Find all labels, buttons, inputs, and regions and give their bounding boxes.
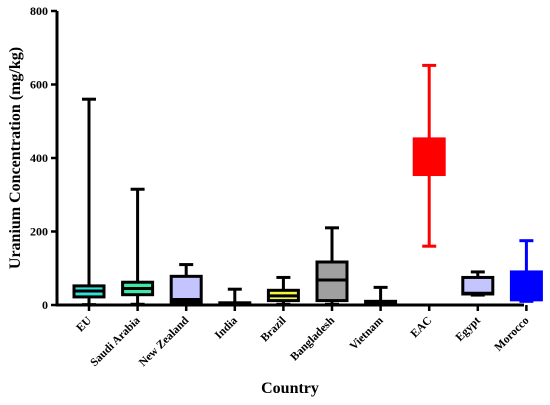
axes (55, 11, 524, 307)
x-tick-label: India (213, 314, 240, 341)
y-axis-title: Uranium Concentration (mg/kg) (7, 47, 24, 269)
box-iqr (461, 275, 495, 296)
x-tick-label: Brazil (259, 315, 289, 345)
y-tick-label: 0 (42, 298, 48, 312)
box-series (72, 63, 543, 307)
box-morocco (509, 239, 543, 303)
box-saudi-arabia (121, 187, 155, 306)
x-tick-label: Bangladesh (288, 314, 337, 363)
x-tick-label: Egypt (454, 315, 483, 344)
y-tick-label: 200 (30, 225, 48, 239)
x-tick-label: Vietnam (348, 314, 386, 352)
y-tick-label: 600 (30, 78, 48, 92)
x-axis-title: Country (261, 380, 319, 397)
x-tick-label: EU (74, 314, 94, 334)
x-tick-label: EAC (409, 315, 435, 341)
x-tick-label: Saudi Arabia (88, 314, 143, 369)
box-eac (412, 63, 446, 248)
box-new-zealand (169, 263, 203, 306)
box-iqr (509, 270, 543, 302)
x-tick-label: Morocco (492, 314, 531, 353)
box-egypt (461, 270, 495, 297)
box-iqr (169, 274, 203, 304)
x-tick-label: New Zealand (137, 314, 192, 369)
y-ticks: 0 200 400 600 800 (30, 4, 57, 312)
box-eu (72, 97, 106, 307)
box-india (218, 287, 252, 307)
y-tick-label: 800 (30, 4, 48, 18)
box-brazil (266, 275, 300, 306)
y-tick-label: 400 (30, 151, 48, 165)
box-vietnam (364, 285, 398, 307)
box-bangladesh (315, 226, 349, 306)
